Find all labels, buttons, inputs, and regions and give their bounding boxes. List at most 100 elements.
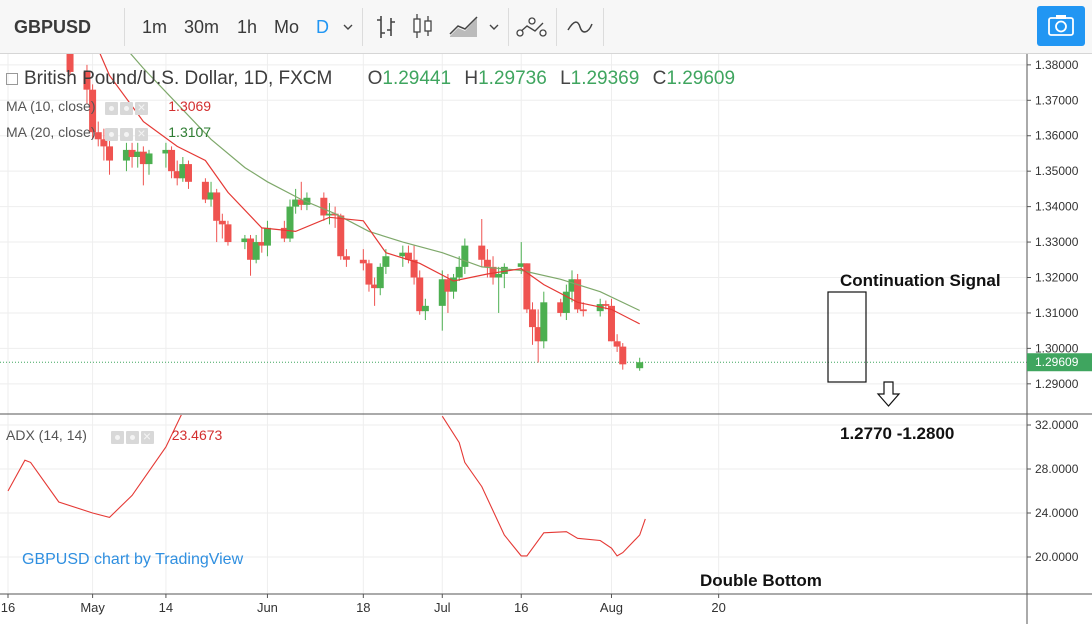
candle-body (201, 181, 209, 200)
candle-body (540, 302, 548, 342)
candle-body (173, 171, 181, 179)
candle-body (450, 277, 458, 292)
candle-body (562, 291, 570, 313)
date-tick-label: Jul (434, 600, 451, 615)
date-tick-label: May (80, 600, 105, 615)
symbol-search-button[interactable]: GBPUSD (14, 17, 92, 37)
price-tick-label: 1.31000 (1035, 306, 1079, 320)
candle-body (613, 341, 621, 347)
continuation-box (827, 291, 867, 383)
candle-body (213, 192, 221, 221)
price-tick-label: 1.32000 (1035, 271, 1079, 285)
chevron-down-icon (489, 24, 499, 30)
instrument-title: British Pound/U.S. Dollar, 1D, FXCM (24, 68, 333, 89)
snapshot-button[interactable] (1037, 6, 1085, 46)
candle-body (365, 263, 373, 285)
annotations: Continuation Signal 1.2770 -1.2800 Double … (22, 271, 1001, 590)
candle-body (207, 192, 215, 200)
candle-body (66, 54, 74, 72)
candle-body (179, 164, 187, 179)
candle-body (292, 199, 300, 207)
candle-body (529, 309, 537, 328)
bar-chart-icon (377, 16, 395, 38)
adx-legend[interactable]: ADX (14, 14) 23.4673 (6, 427, 222, 445)
candle-body (416, 277, 424, 312)
indicators-button[interactable] (515, 0, 549, 54)
candle-body (455, 266, 463, 278)
date-tick-label: 20 (711, 600, 725, 615)
candle-body (106, 146, 114, 161)
candle-body (337, 215, 345, 257)
open-label: O (367, 68, 383, 89)
candle-body (325, 213, 333, 216)
chart-canvas[interactable]: 1.38000 1.37000 1.36000 1.35000 1.34000 1.330… (0, 54, 1092, 624)
close-icon[interactable] (140, 428, 154, 445)
close-icon[interactable] (135, 99, 149, 116)
indicators-icon (516, 17, 547, 37)
candle-body (579, 309, 587, 312)
open-value: 1.29441 (382, 68, 452, 89)
low-label: L (560, 68, 571, 89)
candle-body (444, 279, 452, 292)
price-tick-label: 1.35000 (1035, 164, 1079, 178)
candle-body (602, 304, 610, 306)
adx-tick-label: 28.0000 (1035, 462, 1079, 476)
bar-style-button[interactable] (374, 0, 400, 54)
interval-day-button[interactable]: D (316, 17, 329, 37)
candle-body (399, 252, 407, 257)
area-style-button[interactable] (448, 0, 480, 54)
close-icon[interactable] (135, 125, 149, 142)
interval-1m-button[interactable]: 1m (142, 17, 168, 37)
eye-icon[interactable] (105, 128, 119, 142)
candle-body (100, 139, 108, 147)
interval-30m-button[interactable]: 30m (184, 17, 220, 37)
candle-body (139, 151, 147, 165)
ma20-name: MA (20, close) (6, 124, 96, 140)
interval-month-button[interactable]: Mo (274, 17, 300, 37)
adx-pane[interactable] (7, 412, 646, 557)
ma20-controls (105, 125, 150, 142)
candle-body (568, 279, 576, 292)
candle-body (478, 245, 486, 260)
candles-icon (413, 14, 432, 38)
candle-body (461, 245, 469, 267)
interval-1h-button[interactable]: 1h (237, 17, 258, 37)
date-tick-label: Aug (600, 600, 623, 615)
candle-body (342, 256, 350, 260)
candle-body (162, 149, 170, 154)
candle-style-button[interactable] (410, 0, 436, 54)
toolbar-divider (362, 8, 363, 46)
chart-style-dropdown-button[interactable] (486, 0, 502, 54)
ma10-legend[interactable]: MA (10, close) 1.3069 (6, 98, 211, 116)
camera-icon (1048, 15, 1074, 36)
toolbar-divider (124, 8, 125, 46)
ma20-legend[interactable]: MA (20, close) 1.3107 (6, 124, 211, 142)
close-value: 1.29609 (666, 68, 736, 89)
high-label: H (464, 68, 479, 89)
candle-body (297, 199, 305, 205)
double-bottom-label: Double Bottom (700, 571, 822, 590)
gear-icon[interactable] (120, 128, 134, 142)
tradingview-watermark: GBPUSD chart by TradingView (22, 551, 244, 568)
ma20-line (130, 54, 640, 312)
compare-button[interactable] (566, 0, 594, 54)
candle-body (94, 132, 102, 140)
adx-name: ADX (14, 14) (6, 427, 87, 443)
interval-dropdown-button[interactable] (340, 0, 356, 54)
toolbar-divider (556, 8, 557, 46)
candle-body (247, 238, 255, 260)
gear-icon[interactable] (120, 102, 134, 116)
expand-icon[interactable] (6, 72, 18, 85)
last-price-label: 1.29609 (1035, 355, 1079, 369)
gear-icon[interactable] (125, 431, 139, 445)
date-tick-label: 16 (1, 600, 15, 615)
eye-icon[interactable] (105, 102, 119, 116)
high-value: 1.29736 (478, 68, 547, 89)
eye-icon[interactable] (110, 431, 124, 445)
price-pane[interactable] (66, 54, 644, 371)
date-tick-label: 16 (514, 600, 528, 615)
price-tick-label: 1.38000 (1035, 58, 1079, 72)
grid-lines (0, 54, 1027, 594)
price-tick-label: 1.33000 (1035, 235, 1079, 249)
chevron-down-icon (343, 24, 353, 30)
